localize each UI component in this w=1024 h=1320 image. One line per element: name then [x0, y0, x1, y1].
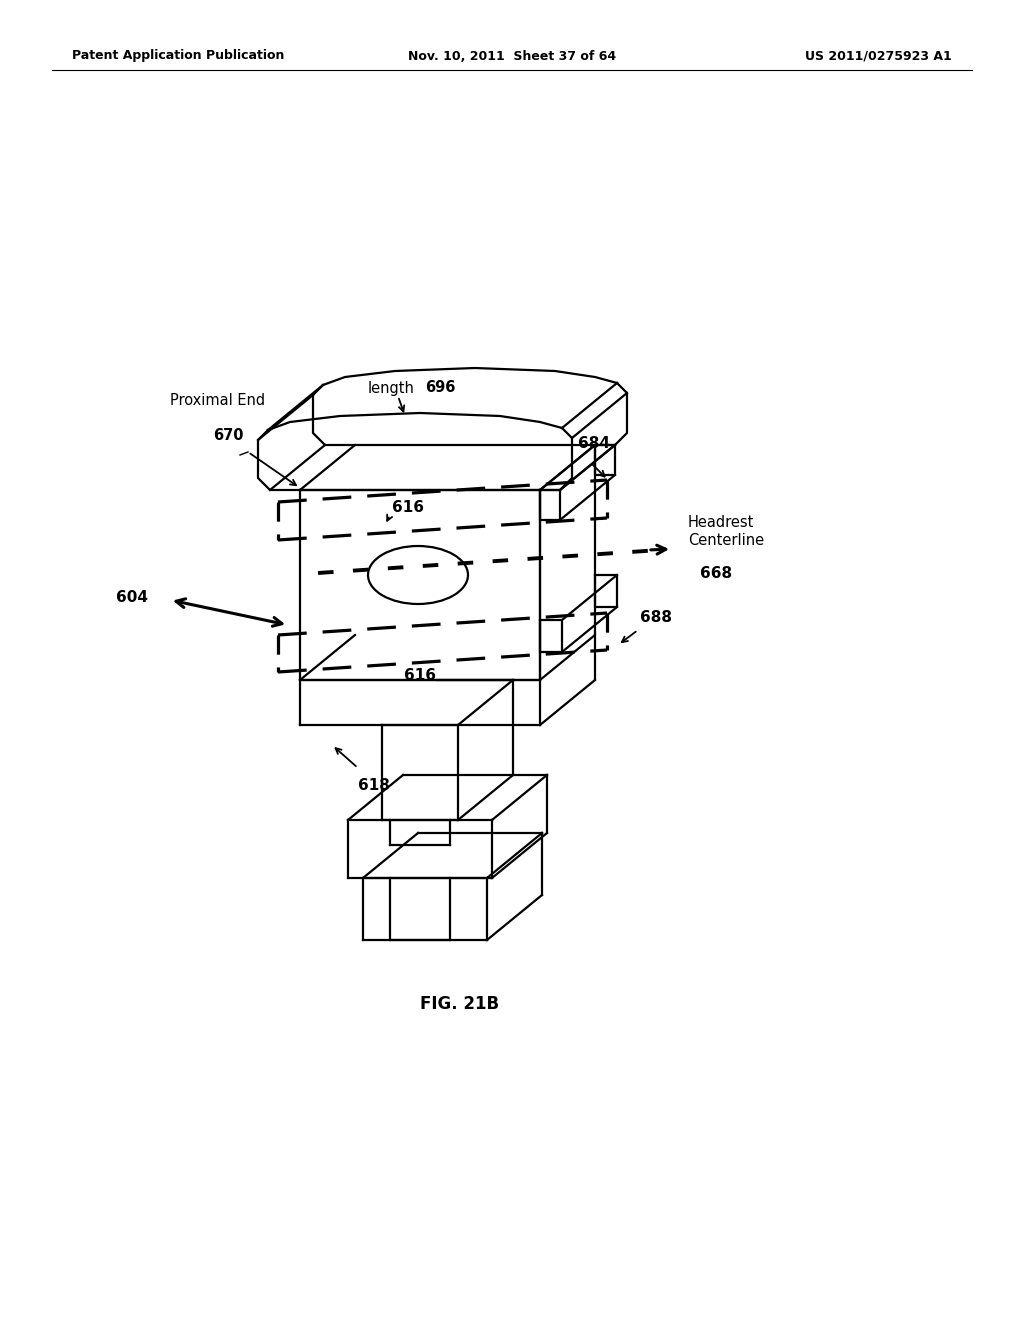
Text: 616: 616 [392, 500, 424, 516]
Text: length: length [368, 380, 415, 396]
Text: 668: 668 [700, 566, 732, 581]
Text: 696: 696 [425, 380, 456, 396]
Text: 688: 688 [640, 610, 672, 626]
Text: Headrest: Headrest [688, 515, 755, 531]
Text: Nov. 10, 2011  Sheet 37 of 64: Nov. 10, 2011 Sheet 37 of 64 [408, 49, 616, 62]
Text: 604: 604 [116, 590, 148, 606]
Text: FIG. 21B: FIG. 21B [421, 995, 500, 1012]
Text: Centerline: Centerline [688, 533, 764, 548]
Text: Patent Application Publication: Patent Application Publication [72, 49, 285, 62]
Text: 670: 670 [213, 428, 244, 444]
Text: 684: 684 [578, 437, 610, 451]
Text: 616: 616 [404, 668, 436, 682]
Text: Proximal End: Proximal End [170, 393, 265, 408]
Text: US 2011/0275923 A1: US 2011/0275923 A1 [805, 49, 952, 62]
Text: 618: 618 [358, 777, 390, 793]
